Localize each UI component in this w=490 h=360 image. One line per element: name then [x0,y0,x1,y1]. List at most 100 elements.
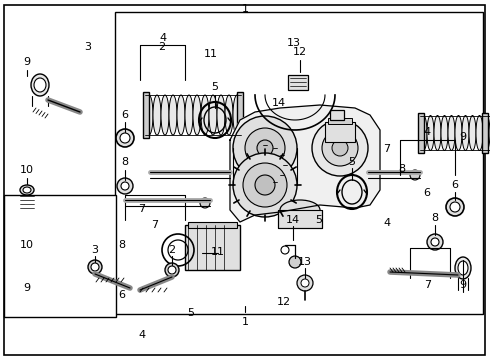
Circle shape [410,170,420,180]
Circle shape [297,275,313,291]
Circle shape [255,175,275,195]
Bar [482,113,488,153]
Ellipse shape [185,95,193,135]
Bar [4,195,116,317]
Circle shape [168,266,176,274]
Ellipse shape [23,187,31,193]
Circle shape [116,129,134,147]
Text: 2: 2 [158,42,165,52]
Text: 9: 9 [460,132,466,142]
Text: 8: 8 [118,240,125,250]
Text: 12: 12 [277,297,291,307]
Ellipse shape [209,95,217,135]
Ellipse shape [217,95,225,135]
Circle shape [200,198,210,208]
Text: 11: 11 [211,247,225,257]
Circle shape [88,260,102,274]
Bar [330,110,344,120]
Text: 8: 8 [398,164,405,174]
Ellipse shape [434,116,441,150]
Ellipse shape [20,185,34,195]
Circle shape [91,263,99,271]
Text: 7: 7 [424,280,432,290]
Circle shape [233,153,297,217]
Circle shape [332,140,348,156]
Ellipse shape [455,116,462,150]
Text: 6: 6 [118,290,125,300]
Text: 3: 3 [92,245,98,255]
Text: 5: 5 [348,157,356,167]
Text: 1: 1 [242,4,248,14]
Text: 14: 14 [286,215,300,225]
Bar [185,225,240,270]
Circle shape [446,198,464,216]
Ellipse shape [483,116,490,150]
Text: 8: 8 [431,213,439,223]
Ellipse shape [458,261,468,275]
Text: 14: 14 [272,98,286,108]
Circle shape [289,256,301,268]
Text: 4: 4 [159,33,167,43]
Bar [237,92,243,138]
Text: 9: 9 [460,280,466,290]
Ellipse shape [448,116,455,150]
Text: 5: 5 [315,215,322,225]
Text: 7: 7 [139,204,146,214]
Ellipse shape [469,116,476,150]
Bar [188,222,237,228]
Ellipse shape [476,116,483,150]
Text: 4: 4 [139,330,146,340]
Circle shape [322,130,358,166]
Text: 4: 4 [384,218,391,228]
Circle shape [121,182,129,190]
Circle shape [165,263,179,277]
Circle shape [245,128,285,168]
Bar [115,12,483,314]
Ellipse shape [161,95,169,135]
Text: 10: 10 [20,240,34,250]
Text: 2: 2 [169,245,175,255]
Text: 10: 10 [20,165,34,175]
Circle shape [257,140,273,156]
Ellipse shape [225,95,233,135]
Circle shape [281,246,289,254]
Text: 1: 1 [242,317,248,327]
Text: 12: 12 [293,47,307,57]
Circle shape [312,120,368,176]
Ellipse shape [169,95,177,135]
Text: 5: 5 [212,82,219,92]
Ellipse shape [145,95,153,135]
Polygon shape [230,105,380,222]
Bar [325,122,355,142]
Circle shape [301,279,309,287]
Ellipse shape [193,95,201,135]
Text: 8: 8 [122,157,128,167]
Ellipse shape [280,200,320,220]
Ellipse shape [233,95,241,135]
Text: 6: 6 [423,188,430,198]
Ellipse shape [34,78,46,92]
Ellipse shape [462,116,469,150]
Ellipse shape [420,116,427,150]
Ellipse shape [201,95,209,135]
Circle shape [117,178,133,194]
Circle shape [450,202,460,212]
Ellipse shape [31,74,49,96]
Text: 7: 7 [384,144,391,154]
Bar [328,118,352,124]
Text: 9: 9 [24,57,30,67]
Ellipse shape [455,257,471,279]
Text: 6: 6 [451,180,459,190]
Text: 4: 4 [423,127,431,137]
Ellipse shape [441,116,448,150]
Bar [143,92,149,138]
Circle shape [233,116,297,180]
Text: 13: 13 [287,38,301,48]
Text: 3: 3 [84,42,91,52]
Text: 7: 7 [151,220,159,230]
Ellipse shape [177,95,185,135]
Text: 9: 9 [24,283,30,293]
Ellipse shape [153,95,161,135]
Text: 11: 11 [204,49,218,59]
Text: 6: 6 [122,110,128,120]
